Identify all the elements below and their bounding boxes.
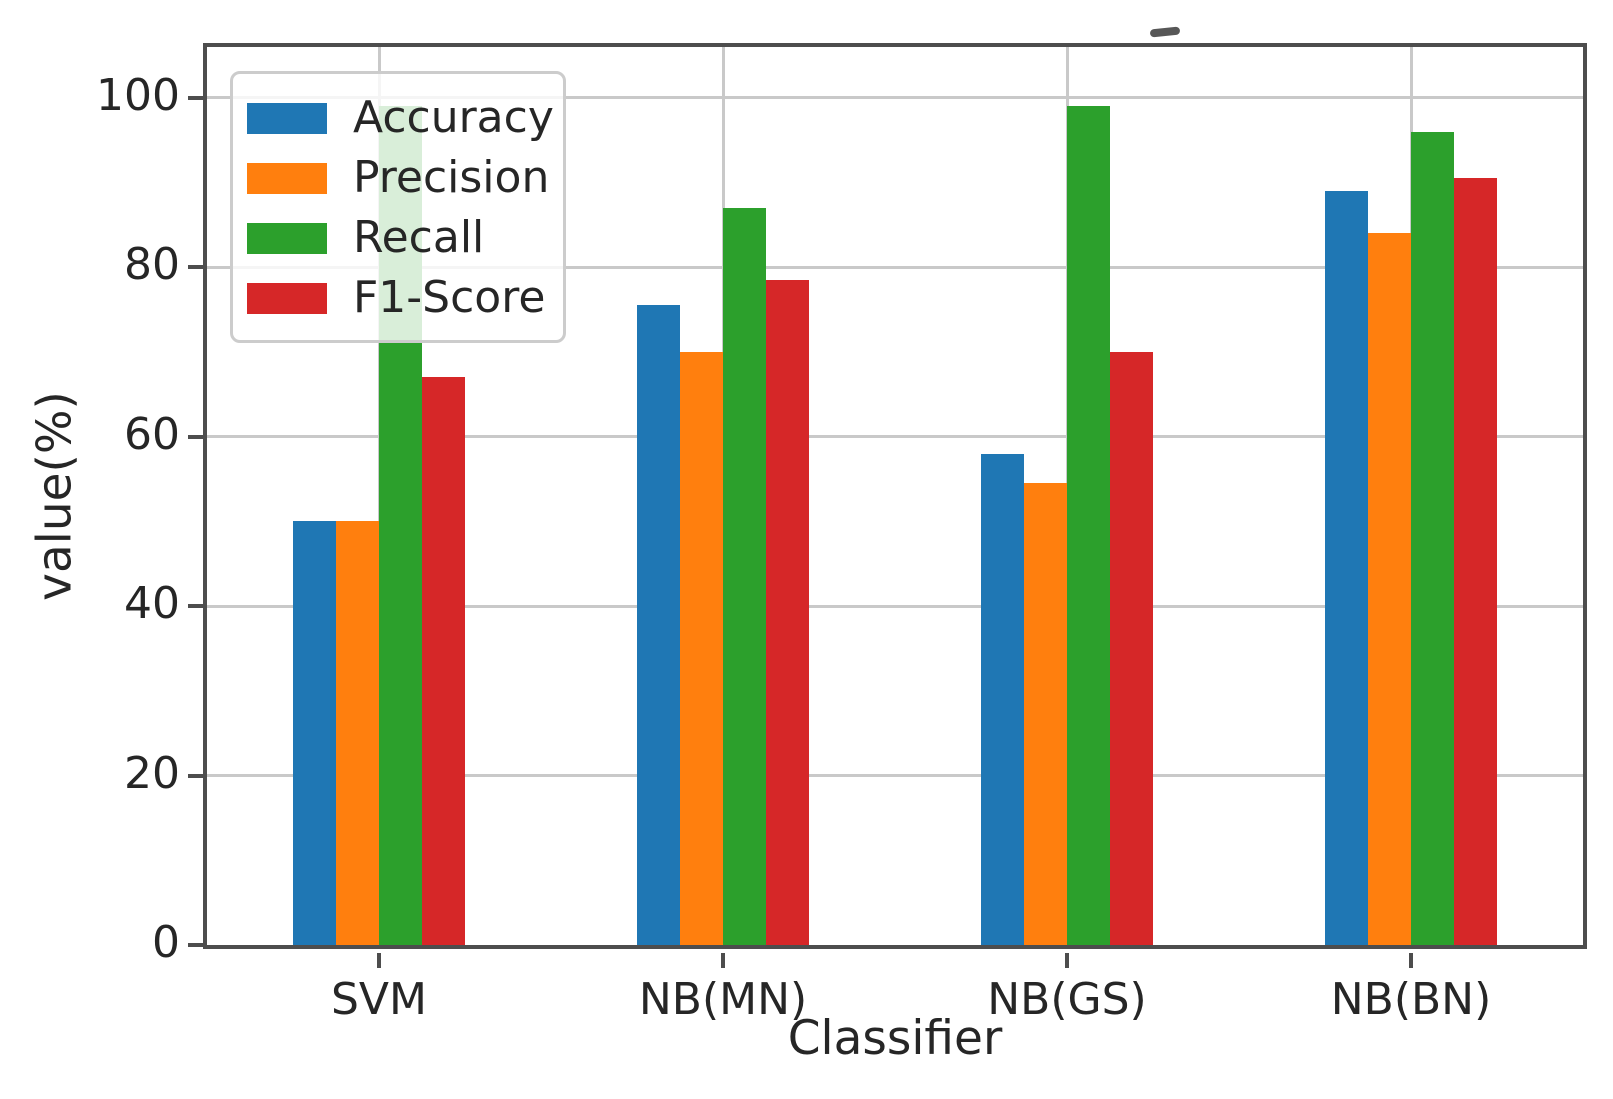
y-tick-mark	[188, 434, 203, 439]
legend-item-recall: Recall	[247, 208, 545, 268]
x-tick-mark	[1065, 953, 1069, 968]
gridline-horizontal	[207, 604, 1583, 608]
bar-precision-nb(gs)	[1024, 483, 1067, 945]
y-tick-mark	[188, 773, 203, 778]
bar-precision-nb(mn)	[680, 351, 723, 945]
artifact-mark	[1149, 26, 1181, 38]
x-tick-label: NB(GS)	[987, 974, 1147, 1025]
gridline-horizontal	[207, 435, 1583, 439]
y-tick-label: 100	[96, 69, 180, 121]
legend-item-precision: Precision	[247, 148, 549, 208]
gridline-horizontal	[207, 265, 1583, 269]
bar-accuracy-nb(bn)	[1325, 191, 1368, 945]
bar-f1-score-nb(mn)	[766, 279, 809, 945]
y-tick-label: 40	[124, 578, 180, 630]
y-tick-mark	[188, 943, 203, 947]
bar-recall-nb(mn)	[723, 207, 766, 945]
y-tick-label: 20	[124, 747, 180, 799]
legend-item-accuracy: Accuracy	[247, 88, 554, 148]
bar-f1-score-nb(bn)	[1454, 178, 1497, 945]
bar-accuracy-svm	[293, 521, 336, 945]
bar-recall-nb(gs)	[1067, 106, 1110, 945]
x-tick-label: NB(MN)	[638, 974, 808, 1025]
bar-f1-score-nb(gs)	[1110, 351, 1153, 945]
x-tick-label: SVM	[331, 974, 427, 1025]
legend-label-f1-score: F1-Score	[353, 272, 546, 323]
legend-swatch-accuracy-icon	[247, 102, 327, 134]
bar-precision-svm	[336, 521, 379, 945]
x-tick-mark	[1409, 953, 1413, 968]
x-tick-label: NB(BN)	[1330, 974, 1492, 1025]
plot-area: Accuracy Precision Recall F1-Score	[203, 43, 1587, 949]
bar-f1-score-svm	[422, 377, 465, 945]
gridline-horizontal	[207, 96, 1583, 100]
y-tick-mark	[188, 265, 203, 270]
legend-swatch-f1-score-icon	[247, 282, 327, 314]
bar-precision-nb(bn)	[1368, 233, 1411, 945]
x-tick-mark	[377, 953, 381, 968]
legend-label-accuracy: Accuracy	[353, 92, 554, 143]
x-axis-label: Classifier	[787, 1011, 1003, 1066]
y-tick-mark	[188, 604, 203, 609]
legend-swatch-precision-icon	[247, 162, 327, 194]
bar-accuracy-nb(mn)	[637, 305, 680, 945]
legend-item-f1-score: F1-Score	[247, 268, 545, 328]
bar-accuracy-nb(gs)	[981, 453, 1024, 945]
y-tick-mark	[188, 95, 203, 100]
legend-swatch-recall-icon	[247, 222, 327, 254]
gridline-horizontal	[207, 774, 1583, 778]
y-tick-label: 60	[124, 408, 180, 460]
legend-label-recall: Recall	[353, 212, 485, 263]
bar-recall-nb(bn)	[1411, 131, 1454, 945]
y-tick-label: 80	[124, 239, 180, 291]
legend-label-precision: Precision	[353, 152, 550, 203]
legend: Accuracy Precision Recall F1-Score	[230, 71, 566, 343]
y-tick-label: 0	[152, 917, 180, 968]
x-tick-mark	[721, 953, 725, 968]
